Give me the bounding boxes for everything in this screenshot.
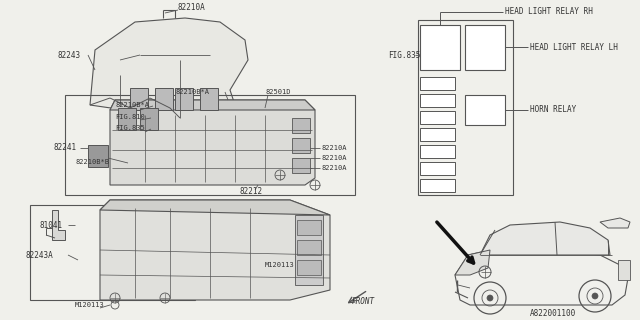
Polygon shape xyxy=(110,100,315,110)
Bar xyxy=(292,158,310,173)
Polygon shape xyxy=(200,88,218,110)
Text: M120113: M120113 xyxy=(265,262,295,268)
Text: FIG.835: FIG.835 xyxy=(115,125,145,131)
Polygon shape xyxy=(100,200,330,215)
Text: 81041: 81041 xyxy=(40,220,63,229)
Bar xyxy=(618,260,630,280)
Polygon shape xyxy=(52,210,65,240)
Bar xyxy=(418,20,513,195)
Text: 82501D: 82501D xyxy=(265,89,291,95)
Text: HEAD LIGHT RELAY LH: HEAD LIGHT RELAY LH xyxy=(530,43,618,52)
Bar xyxy=(420,25,460,70)
Text: 82210A: 82210A xyxy=(178,4,205,12)
Bar xyxy=(420,128,455,141)
Text: 82210A: 82210A xyxy=(322,145,348,151)
Bar xyxy=(465,25,505,70)
Circle shape xyxy=(487,295,493,301)
Text: 82210B*A: 82210B*A xyxy=(115,102,149,108)
Text: 82212: 82212 xyxy=(240,188,263,196)
Text: 82210A: 82210A xyxy=(322,155,348,161)
Bar xyxy=(292,138,310,153)
Bar xyxy=(297,220,321,235)
Bar xyxy=(420,145,455,158)
Bar xyxy=(295,215,323,285)
Text: FRONT: FRONT xyxy=(352,298,375,307)
Bar xyxy=(465,95,505,125)
Text: 82210B*A: 82210B*A xyxy=(175,89,209,95)
Polygon shape xyxy=(155,88,173,110)
Bar xyxy=(30,205,195,300)
Polygon shape xyxy=(110,100,315,185)
Text: 82243: 82243 xyxy=(58,51,81,60)
Polygon shape xyxy=(175,88,193,110)
Text: 82241: 82241 xyxy=(53,143,76,153)
Polygon shape xyxy=(600,218,630,228)
Text: 82243A: 82243A xyxy=(25,251,52,260)
Polygon shape xyxy=(455,248,628,305)
Bar xyxy=(297,240,321,255)
Text: FIG.835: FIG.835 xyxy=(388,51,420,60)
Polygon shape xyxy=(100,200,330,300)
Bar xyxy=(420,111,455,124)
Bar xyxy=(118,108,136,130)
Text: M120113: M120113 xyxy=(75,302,105,308)
Bar xyxy=(420,94,455,107)
Circle shape xyxy=(592,293,598,299)
Bar xyxy=(88,145,108,167)
Bar xyxy=(420,162,455,175)
Text: 82210B*B: 82210B*B xyxy=(75,159,109,165)
Polygon shape xyxy=(480,222,610,255)
Text: FIG.810: FIG.810 xyxy=(115,114,145,120)
Text: 82210A: 82210A xyxy=(322,165,348,171)
Bar xyxy=(420,77,455,90)
Bar xyxy=(65,95,355,195)
Polygon shape xyxy=(455,250,490,275)
Text: HORN RELAY: HORN RELAY xyxy=(530,106,576,115)
Text: HEAD LIGHT RELAY RH: HEAD LIGHT RELAY RH xyxy=(505,7,593,17)
Polygon shape xyxy=(130,88,148,110)
Bar xyxy=(420,179,455,192)
Text: A822001100: A822001100 xyxy=(530,309,576,318)
Polygon shape xyxy=(90,18,248,118)
Bar xyxy=(297,260,321,275)
Bar xyxy=(292,118,310,133)
Bar xyxy=(140,108,158,130)
